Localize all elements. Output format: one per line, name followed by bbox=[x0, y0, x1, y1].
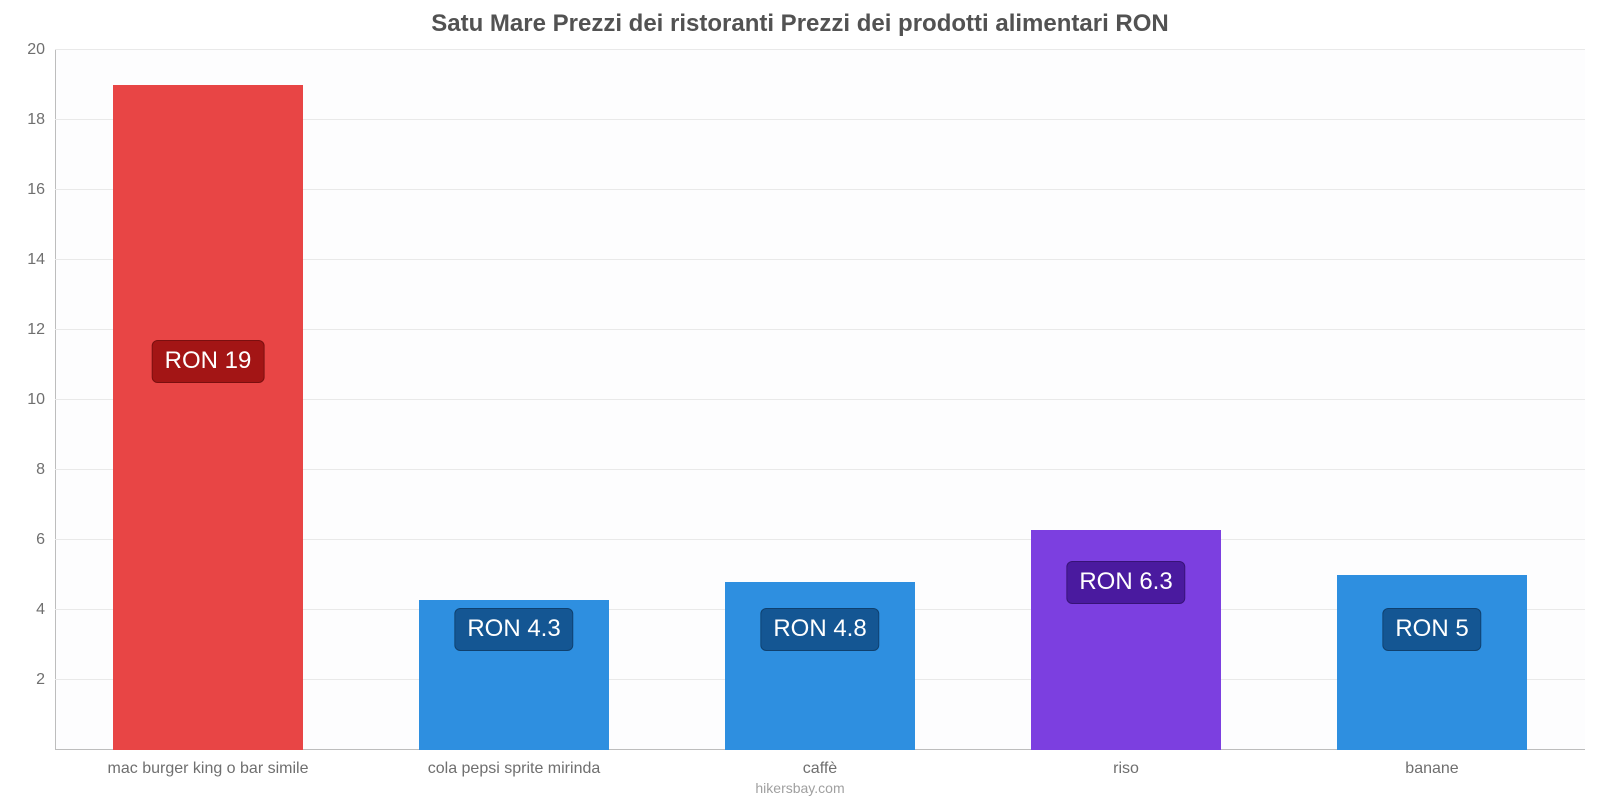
value-badge: RON 4.8 bbox=[760, 608, 879, 651]
value-badge: RON 19 bbox=[152, 340, 265, 383]
x-tick-label: cola pepsi sprite mirinda bbox=[428, 750, 601, 778]
y-tick-label: 8 bbox=[36, 461, 55, 479]
plot-area: 2468101214161820RON 19mac burger king o … bbox=[55, 50, 1585, 750]
chart-title: Satu Mare Prezzi dei ristoranti Prezzi d… bbox=[0, 10, 1600, 38]
y-tick-label: 6 bbox=[36, 531, 55, 549]
y-tick-label: 16 bbox=[27, 181, 55, 199]
value-badge: RON 4.3 bbox=[454, 608, 573, 651]
y-axis-line bbox=[55, 50, 56, 750]
x-tick-label: mac burger king o bar simile bbox=[108, 750, 309, 778]
x-tick-label: riso bbox=[1113, 750, 1139, 778]
x-tick-label: banane bbox=[1405, 750, 1458, 778]
credit-text: hikersbay.com bbox=[0, 780, 1600, 796]
y-tick-label: 4 bbox=[36, 601, 55, 619]
grid-line bbox=[55, 49, 1585, 50]
y-tick-label: 14 bbox=[27, 251, 55, 269]
bar bbox=[113, 85, 303, 750]
bar bbox=[1337, 575, 1527, 750]
price-chart: Satu Mare Prezzi dei ristoranti Prezzi d… bbox=[0, 0, 1600, 800]
y-tick-label: 20 bbox=[27, 41, 55, 59]
value-badge: RON 6.3 bbox=[1066, 561, 1185, 604]
y-tick-label: 18 bbox=[27, 111, 55, 129]
y-tick-label: 10 bbox=[27, 391, 55, 409]
x-tick-label: caffè bbox=[803, 750, 837, 778]
y-tick-label: 2 bbox=[36, 671, 55, 689]
value-badge: RON 5 bbox=[1382, 608, 1481, 651]
y-tick-label: 12 bbox=[27, 321, 55, 339]
